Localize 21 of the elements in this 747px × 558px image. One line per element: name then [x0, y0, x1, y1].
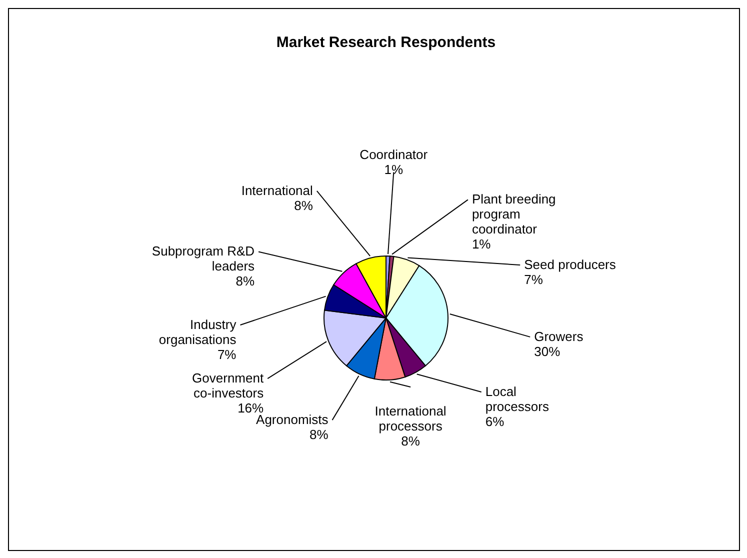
slice-label: International	[241, 182, 314, 198]
data-label: 1%	[472, 236, 492, 252]
slice-label: Seed producers	[524, 257, 616, 272]
data-label: 7%	[217, 347, 237, 362]
data-label: 30%	[534, 344, 561, 359]
slice-label: International processors	[374, 404, 446, 434]
slice-label: Local processors	[485, 384, 550, 414]
slice-label: Growers	[534, 328, 584, 344]
data-label: 8%	[236, 274, 255, 289]
slice-label: Industry organisations	[158, 317, 237, 348]
data-label: 6%	[485, 414, 505, 429]
slice-label: Government co-investors	[192, 370, 264, 401]
slice-label: Subprogram R&D leaders	[152, 244, 256, 274]
data-label: 8%	[401, 434, 420, 449]
data-label: 7%	[524, 272, 544, 288]
data-label: 8%	[294, 198, 314, 213]
data-label: 8%	[309, 427, 329, 442]
slice-label: Plant breeding program coordinator	[472, 192, 556, 237]
data-label: 1%	[384, 162, 404, 178]
chart-title: Market Research Respondents	[276, 34, 496, 51]
slice-label: Coordinator	[360, 147, 428, 162]
